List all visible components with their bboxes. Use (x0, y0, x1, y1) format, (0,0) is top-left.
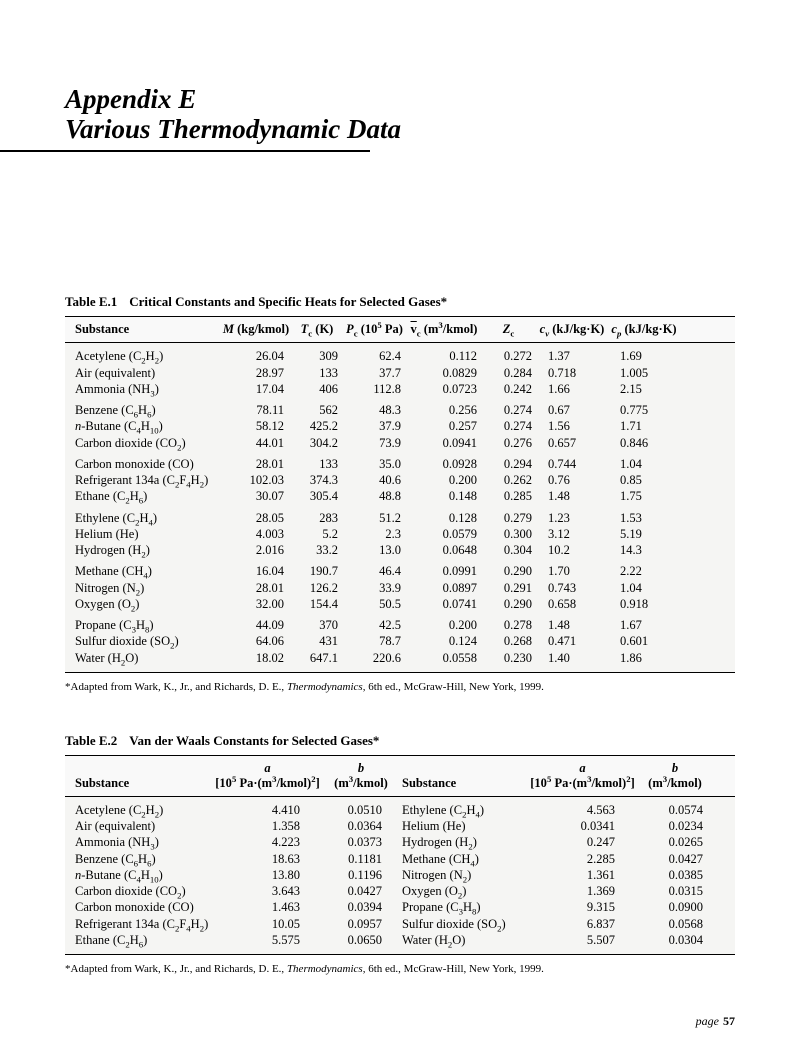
table-e2: Substance a[105 Pa·(m3/kmol)2] b(m3/kmol… (65, 755, 735, 955)
table-e1-caption: Critical Constants and Specific Heats fo… (129, 294, 447, 309)
table-row: Air (equivalent)1.3580.0364Helium (He)0.… (75, 818, 725, 834)
table-e1-body: Acetylene (C2H2)26.0430962.40.1120.2721.… (65, 343, 735, 673)
table-e2-body: Acetylene (C2H2)4.4100.0510Ethylene (C2H… (65, 797, 735, 955)
table-row: Ammonia (NH3)17.04406112.80.07230.2421.6… (75, 381, 725, 397)
col-cp: cp (kJ/kg·K) (608, 322, 680, 337)
table-row: Acetylene (C2H2)26.0430962.40.1120.2721.… (75, 348, 725, 364)
col-a-left: a[105 Pa·(m3/kmol)2] (215, 761, 320, 791)
table-row: Ethylene (C2H4)28.0528351.20.1280.2791.2… (75, 510, 725, 526)
col-tc: Tc (K) (292, 322, 342, 337)
col-m: M (kg/kmol) (220, 322, 292, 337)
appendix-line1: Appendix E (65, 85, 735, 115)
table-row: Methane (CH4)16.04190.746.40.09910.2901.… (75, 563, 725, 579)
table-row: Carbon dioxide (CO2)44.01304.273.90.0941… (75, 435, 725, 451)
table-row: Sulfur dioxide (SO2)64.0643178.70.1240.2… (75, 633, 725, 649)
table-e1-title: Table E.1 Critical Constants and Specific… (65, 294, 735, 310)
col-a-right: a[105 Pa·(m3/kmol)2] (530, 761, 635, 791)
col-substance-right: Substance (402, 776, 530, 791)
table-row: Carbon monoxide (CO)28.0113335.00.09280.… (75, 456, 725, 472)
table-row: Ammonia (NH3)4.2230.0373Hydrogen (H2)0.2… (75, 834, 725, 850)
table-row: Hydrogen (H2)2.01633.213.00.06480.30410.… (75, 542, 725, 558)
col-b-right: b(m3/kmol) (635, 761, 715, 791)
header-rule (0, 150, 370, 152)
table-row: Carbon dioxide (CO2)3.6430.0427Oxygen (O… (75, 883, 725, 899)
col-cv: cv (kJ/kg·K) (536, 322, 608, 337)
col-vc: vc (m3/kmol) (407, 322, 481, 337)
table-row: Ethane (C2H6)5.5750.0650Water (H2O)5.507… (75, 932, 725, 948)
table-row: Benzene (C6H6)78.1156248.30.2560.2740.67… (75, 402, 725, 418)
table-e1-footnote: *Adapted from Wark, K., Jr., and Richard… (65, 681, 735, 693)
table-e2-footnote: *Adapted from Wark, K., Jr., and Richard… (65, 963, 735, 975)
table-row: Air (equivalent)28.9713337.70.08290.2840… (75, 365, 725, 381)
table-row: Propane (C3H8)44.0937042.50.2000.2781.48… (75, 617, 725, 633)
table-e1-header: Substance M (kg/kmol) Tc (K) Pc (105 Pa)… (65, 316, 735, 343)
table-e2-number: Table E.2 (65, 733, 117, 748)
table-e2-header: Substance a[105 Pa·(m3/kmol)2] b(m3/kmol… (65, 755, 735, 797)
col-substance: Substance (75, 322, 220, 337)
col-b-left: b(m3/kmol) (320, 761, 402, 791)
table-row: Nitrogen (N2)28.01126.233.90.08970.2910.… (75, 580, 725, 596)
table-row: Refrigerant 134a (C2F4H2)102.03374.340.6… (75, 472, 725, 488)
appendix-header: Appendix E Various Thermodynamic Data (65, 85, 735, 152)
table-row: Oxygen (O2)32.00154.450.50.07410.2900.65… (75, 596, 725, 612)
table-row: Acetylene (C2H2)4.4100.0510Ethylene (C2H… (75, 802, 725, 818)
table-row: Benzene (C6H6)18.630.1181Methane (CH4)2.… (75, 851, 725, 867)
table-row: Ethane (C2H6)30.07305.448.80.1480.2851.4… (75, 488, 725, 504)
table-row: Carbon monoxide (CO)1.4630.0394Propane (… (75, 899, 725, 915)
col-substance-left: Substance (75, 776, 215, 791)
col-zc: Zc (481, 322, 536, 337)
table-e2-title: Table E.2 Van der Waals Constants for Sel… (65, 733, 735, 749)
table-e1: Substance M (kg/kmol) Tc (K) Pc (105 Pa)… (65, 316, 735, 673)
table-row: n-Butane (C4H10)58.12425.237.90.2570.274… (75, 418, 725, 434)
appendix-line2: Various Thermodynamic Data (65, 115, 735, 145)
page-number: page57 (696, 1014, 735, 1029)
table-row: n-Butane (C4H10)13.800.1196Nitrogen (N2)… (75, 867, 725, 883)
table-e1-number: Table E.1 (65, 294, 117, 309)
table-e2-caption: Van der Waals Constants for Selected Gas… (129, 733, 379, 748)
table-row: Helium (He)4.0035.22.30.05790.3003.125.1… (75, 526, 725, 542)
col-pc: Pc (105 Pa) (342, 322, 407, 337)
table-row: Water (H2O)18.02647.1220.60.05580.2301.4… (75, 650, 725, 666)
table-row: Refrigerant 134a (C2F4H2)10.050.0957Sulf… (75, 916, 725, 932)
